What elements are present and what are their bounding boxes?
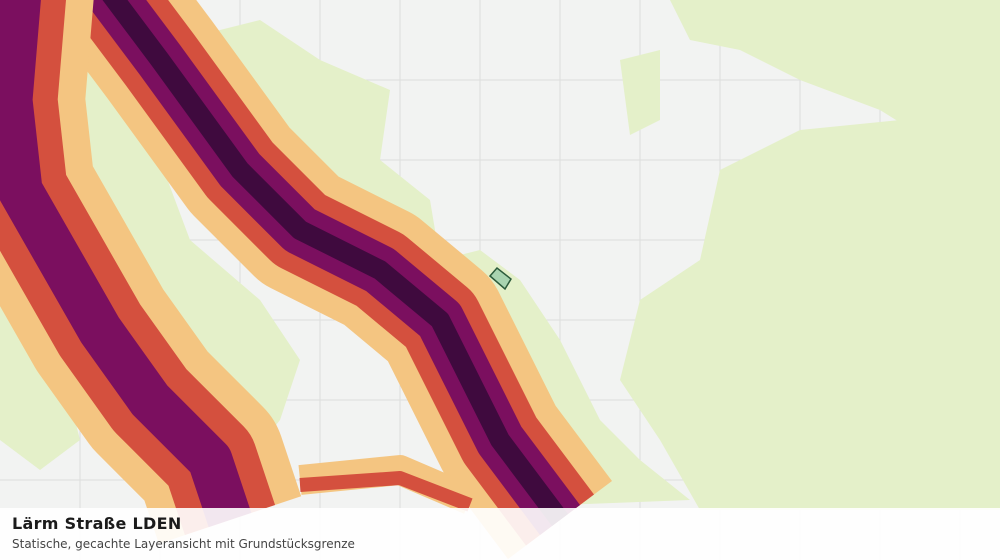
parcel-boundary[interactable] bbox=[488, 266, 512, 291]
layer-title: Lärm Straße LDEN bbox=[12, 514, 182, 533]
layer-subtitle: Statische, gecachte Layeransicht mit Gru… bbox=[12, 537, 355, 551]
caption-panel: Lärm Straße LDEN Statische, gecachte Lay… bbox=[0, 508, 1000, 560]
road-noise-bands bbox=[0, 0, 612, 559]
